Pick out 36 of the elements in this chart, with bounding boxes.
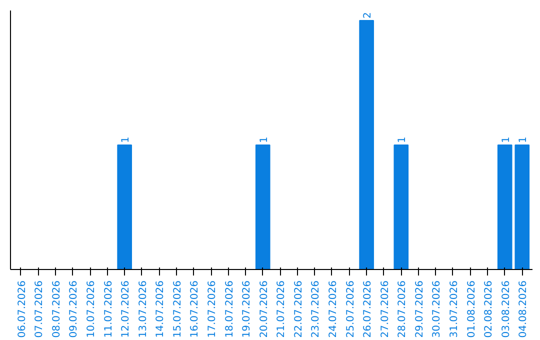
data-label: 1 bbox=[120, 136, 132, 143]
x-tick-label: 03.08.2026 bbox=[500, 280, 512, 338]
data-label: 2 bbox=[362, 12, 374, 18]
x-tick-label: 20.07.2026 bbox=[258, 280, 270, 338]
data-label: 1 bbox=[518, 136, 530, 143]
x-tick-label: 02.08.2026 bbox=[484, 280, 495, 338]
x-tick-label: 25.07.2026 bbox=[345, 280, 356, 338]
x-tick-label: 19.07.2026 bbox=[242, 280, 253, 338]
x-tick-label: 26.07.2026 bbox=[362, 280, 374, 338]
data-label: 1 bbox=[500, 136, 512, 143]
x-tick-label: 24.07.2026 bbox=[328, 280, 339, 338]
x-tick-label: 12.07.2026 bbox=[120, 280, 132, 338]
x-tick-label: 29.07.2026 bbox=[414, 280, 426, 338]
x-tick-label: 27.07.2026 bbox=[380, 280, 391, 338]
x-tick-label: 09.07.2026 bbox=[68, 280, 80, 338]
x-tick-label: 06.07.2026 bbox=[16, 280, 28, 338]
x-tick-label: 18.07.2026 bbox=[224, 280, 236, 338]
x-tick-label: 10.07.2026 bbox=[86, 280, 98, 338]
x-tick-label: 07.07.2026 bbox=[34, 280, 46, 338]
data-label: 1 bbox=[397, 136, 408, 143]
x-tick-label: 21.07.2026 bbox=[276, 280, 288, 338]
x-tick-label: 17.07.2026 bbox=[207, 280, 218, 338]
x-tick-label: 08.07.2026 bbox=[51, 280, 62, 338]
data-label: 1 bbox=[258, 136, 270, 143]
x-tick-label: 15.07.2026 bbox=[172, 280, 184, 338]
x-tick-label: 31.07.2026 bbox=[448, 280, 460, 338]
x-tick-label: 16.07.2026 bbox=[190, 280, 201, 338]
x-tick-label: 11.07.2026 bbox=[103, 280, 114, 338]
x-tick-label: 13.07.2026 bbox=[138, 280, 149, 338]
x-tick-label: 30.07.2026 bbox=[432, 280, 443, 338]
x-tick-label: 28.07.2026 bbox=[397, 280, 408, 338]
x-tick-label: 01.08.2026 bbox=[466, 280, 478, 338]
x-tick-label: 22.07.2026 bbox=[293, 280, 304, 338]
x-tick-label: 14.07.2026 bbox=[155, 280, 166, 338]
x-tick-label: 04.08.2026 bbox=[518, 280, 530, 338]
x-tick-label: 23.07.2026 bbox=[310, 280, 322, 338]
